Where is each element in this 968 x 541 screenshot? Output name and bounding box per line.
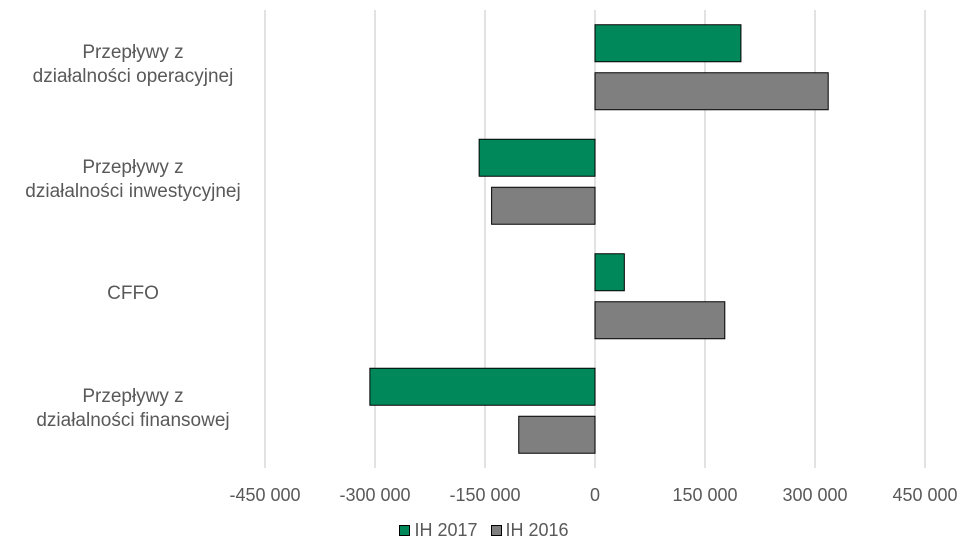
category-label-line: CFFO bbox=[107, 283, 159, 305]
legend-swatch-ih2016 bbox=[490, 525, 502, 536]
category-label-line: działalności operacyjnej bbox=[32, 66, 234, 88]
legend-swatch-ih2017 bbox=[399, 525, 411, 536]
bar-ih-2017-0 bbox=[594, 24, 742, 63]
category-label: Przepływy z działalności finansowej bbox=[8, 385, 258, 433]
category-label-line: Przepływy z bbox=[82, 385, 184, 407]
legend-item-ih2016: IH 2016 bbox=[490, 520, 569, 541]
bars bbox=[369, 24, 829, 454]
bar-ih-2016-3 bbox=[518, 415, 596, 454]
bar-ih-2017-1 bbox=[478, 138, 596, 177]
bar-ih-2016-2 bbox=[594, 301, 726, 340]
bar-ih-2017-3 bbox=[369, 367, 596, 406]
category-label: Przepływy z działalności inwestycyjnej bbox=[8, 156, 258, 204]
bar-ih-2016-1 bbox=[491, 186, 596, 225]
legend: IH 2017 IH 2016 bbox=[0, 520, 968, 541]
category-label: CFFO bbox=[8, 282, 258, 306]
category-label-line: działalności finansowej bbox=[36, 409, 230, 431]
x-tick-labels: -450 000 -300 000 -150 000 0 150 000 300 000 4… bbox=[229, 485, 957, 505]
category-label-line: Przepływy z bbox=[82, 42, 184, 64]
category-label: Przepływy z działalności operacyjnej bbox=[8, 41, 258, 89]
legend-item-ih2017: IH 2017 bbox=[399, 520, 477, 541]
bar-ih-2017-2 bbox=[594, 253, 625, 292]
x-tick-label: 300 000 bbox=[782, 485, 847, 505]
bar-ih-2016-0 bbox=[594, 72, 829, 111]
legend-label-ih2016: IH 2016 bbox=[505, 520, 569, 540]
x-tick-label: 0 bbox=[590, 485, 600, 505]
legend-label-ih2017: IH 2017 bbox=[414, 520, 478, 540]
x-tick-label: -300 000 bbox=[339, 485, 410, 505]
x-tick-label: 450 000 bbox=[892, 485, 957, 505]
x-tick-label: -450 000 bbox=[229, 485, 300, 505]
x-tick-label: -150 000 bbox=[449, 485, 520, 505]
category-label-line: Przepływy z bbox=[82, 156, 184, 178]
x-tick-label: 150 000 bbox=[672, 485, 737, 505]
category-label-line: działalności inwestycyjnej bbox=[25, 180, 241, 202]
